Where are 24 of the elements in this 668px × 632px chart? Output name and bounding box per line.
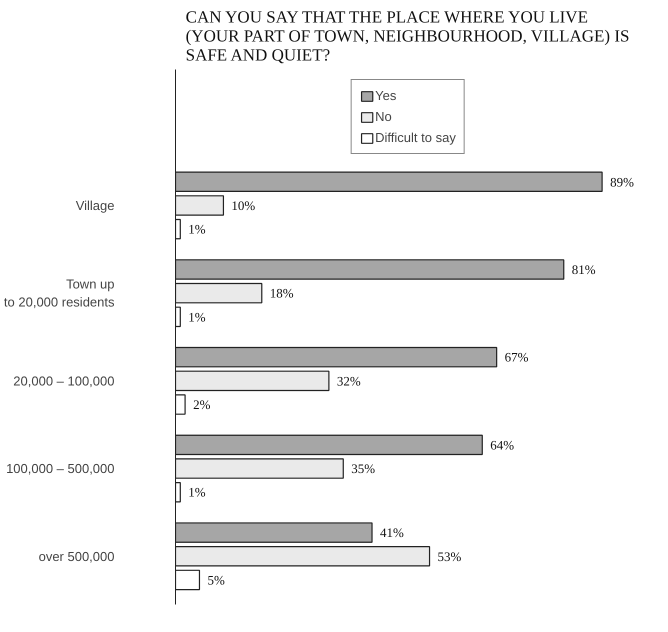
data-label: 1% [188,484,206,500]
y-tick-label: over 500,000 [38,548,115,564]
data-label: 1% [188,309,206,324]
data-label: 41% [380,525,404,540]
data-label: 1% [188,222,206,237]
legend-label: Yes [375,88,396,103]
data-label: 5% [207,572,225,588]
data-label: 67% [504,350,529,365]
data-label: 53% [438,548,462,564]
data-label: 18% [270,286,294,301]
chart-title: CAN YOU SAY THAT THE PLACE WHERE YOU LIVE (YOUR PART OF TOWN, NEIGHBOURHOOD, VILLAGE) IS SAFE AND QUIET? [186,8,630,64]
legend-label: Difficult to say [375,130,456,145]
data-label: 10% [231,198,256,213]
y-tick-label: 100,000 – 500,000 [6,461,114,476]
data-label: 2% [193,397,211,412]
data-label: 81% [572,262,596,277]
y-tick-label: 20,000 – 100,000 [13,373,115,388]
data-label: 89% [610,174,634,190]
y-tick-label: Town up to 20,000 residents [4,276,115,310]
data-label: 64% [490,437,514,452]
data-label: 32% [336,373,361,388]
legend-label: No [375,109,393,124]
data-label: 35% [351,461,376,476]
y-tick-label: Village [76,198,115,213]
